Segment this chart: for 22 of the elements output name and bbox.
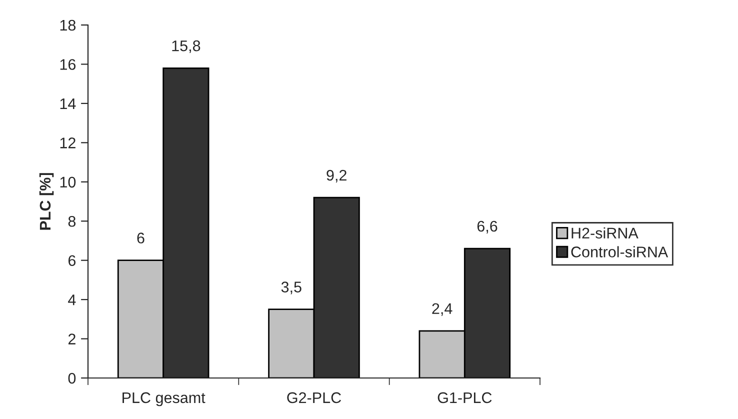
x-tick-label: G1-PLC [438,392,492,404]
y-tick-label: 18 [60,20,76,31]
data-label: 2,4 [432,303,452,316]
x-tick-label: PLC gesamt [122,392,206,406]
y-tick-label: 2 [68,334,76,344]
data-label: 9,2 [326,170,346,182]
data-label: 6,6 [477,220,498,234]
data-label: 6 [137,232,144,244]
y-tick-label: 10 [60,176,76,188]
y-axis-title: PLC [%] [39,173,54,230]
y-tick-label: 8 [68,216,76,227]
y-tick-label: 14 [60,98,76,109]
y-tick-label: 12 [60,138,76,148]
y-tick-label: 0 [68,372,76,384]
legend-label: H2-siRNA [572,227,638,239]
data-label: 15,8 [172,40,200,54]
y-tick-label: 16 [60,59,76,70]
y-tick-label: 4 [68,294,76,306]
legend-label: Control-siRNA [571,246,668,258]
y-tick-label: 6 [68,255,76,266]
data-label: 3,5 [281,282,302,294]
x-tick-label: G2-PLC [287,392,342,404]
